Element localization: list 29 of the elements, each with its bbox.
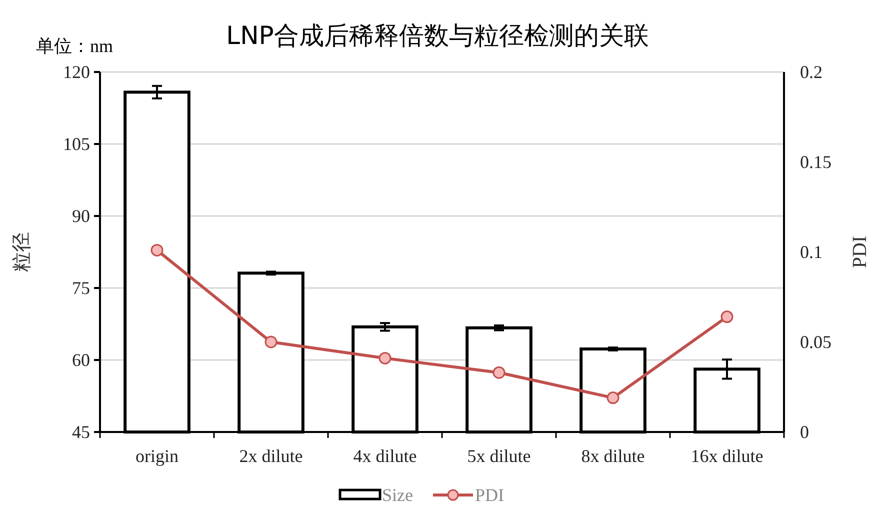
point [606, 392, 620, 404]
x-tick-label: 2x dilute [239, 446, 303, 466]
y2-axis-title: PDI [849, 236, 871, 268]
y-axis-title: 粒径 [11, 232, 33, 272]
y2-tick-label: 0 [800, 422, 809, 442]
x-tick-label: 16x dilute [690, 446, 764, 466]
legend-label: Size [382, 485, 413, 505]
y2-tick-label: 0.2 [800, 62, 822, 82]
chart-title: LNP合成后稀释倍数与粒径检测的关联 [226, 21, 649, 50]
y2-tick-label: 0.1 [800, 242, 822, 262]
text: 单位：nm [36, 36, 114, 56]
y-tick-label: 45 [72, 422, 90, 442]
point [150, 244, 164, 256]
y-tick-label: 120 [63, 62, 90, 82]
y-tick-label: 90 [72, 206, 90, 226]
legend-label: PDI [475, 485, 504, 505]
point [720, 310, 734, 324]
y2-tick-label: 0.15 [800, 152, 832, 172]
x-tick-label: origin [136, 446, 178, 466]
y-tick-label: 105 [63, 134, 90, 154]
point [264, 336, 278, 348]
point [378, 352, 392, 364]
y-tick-label: 75 [72, 278, 90, 298]
x-tick-label: 8x dilute [581, 446, 645, 466]
x-tick-label: 4x dilute [353, 446, 417, 466]
point [492, 366, 506, 379]
y2-tick-label: 0.05 [800, 332, 832, 352]
x-tick-label: 5x dilute [467, 446, 531, 466]
y-tick-label: 60 [72, 350, 90, 370]
